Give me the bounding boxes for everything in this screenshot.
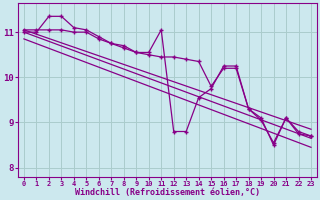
X-axis label: Windchill (Refroidissement éolien,°C): Windchill (Refroidissement éolien,°C) bbox=[75, 188, 260, 197]
